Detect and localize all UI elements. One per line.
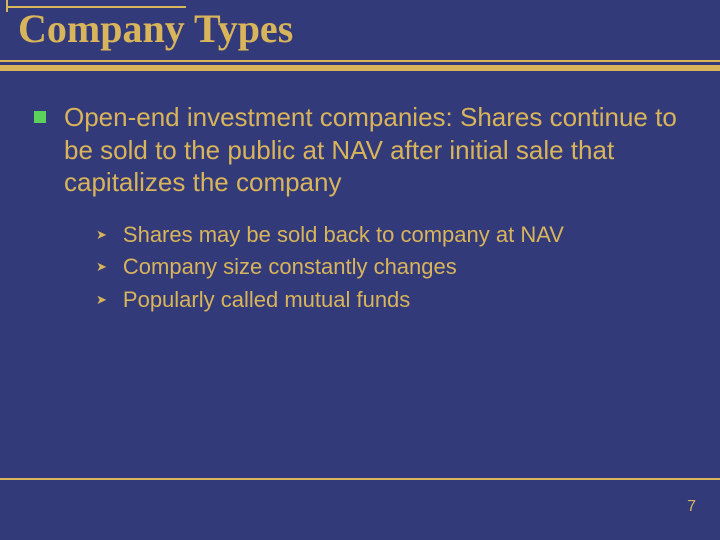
page-number: 7 bbox=[687, 498, 696, 516]
bullet-level2: ➤ Company size constantly changes bbox=[96, 253, 686, 282]
bullet-level2-text: Company size constantly changes bbox=[123, 253, 457, 282]
bullet-level1: Open-end investment companies: Shares co… bbox=[34, 101, 686, 199]
sub-bullet-group: ➤ Shares may be sold back to company at … bbox=[34, 221, 686, 315]
slide: Company Types Open-end investment compan… bbox=[0, 0, 720, 540]
title-decoration-line bbox=[6, 6, 186, 8]
square-bullet-icon bbox=[34, 111, 46, 123]
bullet-level2: ➤ Shares may be sold back to company at … bbox=[96, 221, 686, 250]
slide-title: Company Types bbox=[0, 8, 720, 50]
bullet-level2: ➤ Popularly called mutual funds bbox=[96, 286, 686, 315]
chevron-icon: ➤ bbox=[96, 227, 107, 243]
content-area: Open-end investment companies: Shares co… bbox=[0, 71, 720, 314]
bullet-level2-text: Popularly called mutual funds bbox=[123, 286, 410, 315]
title-underline-thin bbox=[0, 60, 720, 62]
bottom-rule bbox=[0, 478, 720, 480]
bullet-level2-text: Shares may be sold back to company at NA… bbox=[123, 221, 564, 250]
bullet-level1-text: Open-end investment companies: Shares co… bbox=[64, 101, 686, 199]
title-block: Company Types bbox=[0, 0, 720, 71]
title-underline-thick bbox=[0, 65, 720, 71]
chevron-icon: ➤ bbox=[96, 292, 107, 308]
chevron-icon: ➤ bbox=[96, 259, 107, 275]
